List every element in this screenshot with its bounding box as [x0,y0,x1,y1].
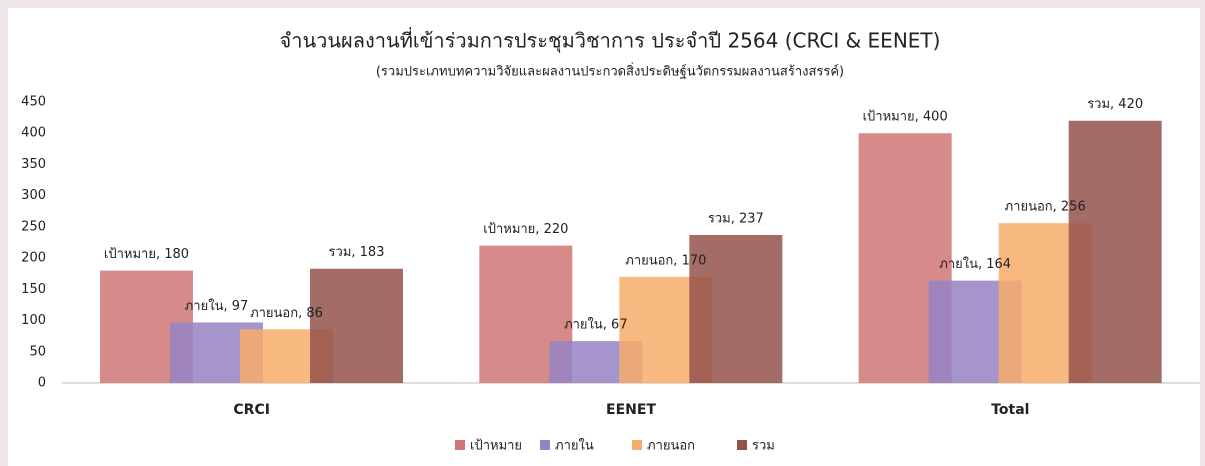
data-label: รวม, 237 [708,212,764,227]
data-label: ภายใน, 97 [185,298,249,314]
bar [689,235,783,383]
legend-swatch [737,440,747,450]
legend-swatch [632,440,642,450]
chart-title: จำนวนผลงานที่เข้าร่วมการประชุมวิชาการ ปร… [280,27,941,54]
legend-swatch [540,440,550,450]
y-tick-label: 200 [21,251,46,266]
data-label: ภายนอก, 86 [250,306,323,321]
legend-label: รวม [752,439,775,454]
y-tick-label: 300 [21,188,46,203]
y-tick-label: 350 [21,157,46,172]
y-tick-label: 150 [21,282,46,297]
legend-swatch [455,440,465,450]
y-tick-label: 450 [21,95,46,110]
data-label: เป้าหมาย, 220 [483,222,568,237]
y-tick-label: 100 [21,313,46,328]
y-tick-label: 50 [29,344,46,359]
bar [310,268,403,383]
data-label: รวม, 183 [329,245,385,260]
legend-label: ภายใน [555,438,594,454]
data-label: ภายนอก, 256 [1005,200,1086,215]
y-tick-label: 400 [21,126,46,141]
bar [1068,120,1162,383]
data-label: เป้าหมาย, 180 [104,247,189,262]
legend-label: ภายนอก [647,439,695,454]
x-tick-label: EENET [606,402,656,418]
y-tick-label: 0 [38,376,46,391]
data-label: ภายนอก, 170 [625,253,706,268]
y-tick-label: 250 [21,219,46,234]
legend-label: เป้าหมาย [470,439,522,454]
data-label: ภายใน, 164 [939,256,1011,272]
data-label: ภายใน, 67 [564,317,628,333]
data-label: เป้าหมาย, 400 [863,110,948,125]
chart-subtitle: (รวมประเภทบทความวิจัยและผลงานประกวดสิ่งป… [376,63,844,80]
x-tick-label: CRCI [233,402,270,418]
x-tick-label: Total [991,402,1029,418]
data-label: รวม, 420 [1087,97,1143,112]
